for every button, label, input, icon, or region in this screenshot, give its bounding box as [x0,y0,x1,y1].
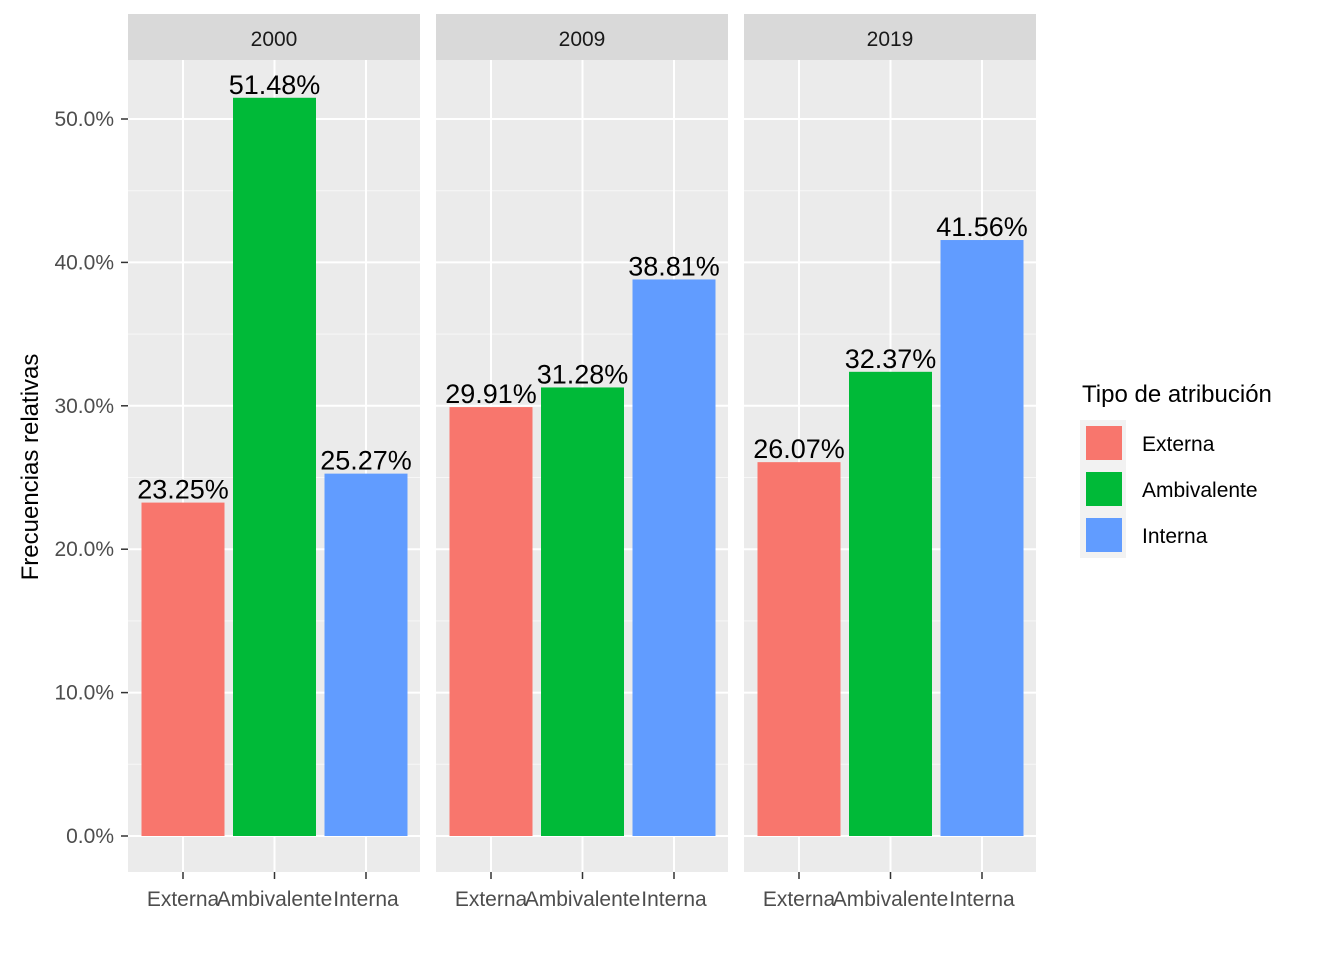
facet-strip [744,14,1036,60]
x-tick-label: Ambivalente [525,888,641,911]
facet-strip [128,14,420,60]
bar-externa [757,462,841,836]
legend-swatch-ambivalente [1086,472,1122,506]
panels: 2000 23.25% Externa 51.48% Ambivalente 25.27%… [128,14,1036,911]
bar-externa [449,407,533,836]
bar-ambivalente [233,97,316,837]
facet-label: 2019 [867,28,914,51]
x-tick-label: Interna [333,888,399,911]
y-axis-title: Frecuencias relativas [17,354,44,581]
x-tick-label: Interna [641,888,707,911]
y-tick-label: 40.0% [54,251,114,274]
x-tick-label: Interna [949,888,1015,911]
x-tick-label: Externa [455,888,528,911]
data-label: 25.27% [320,446,412,476]
panel-2019: 2019 26.07% Externa 32.37% Ambivalente 41.56%… [744,14,1036,911]
legend-title: Tipo de atribución [1082,381,1272,408]
x-tick-label: Ambivalente [833,888,949,911]
legend-label: Interna [1142,525,1208,548]
facet-strip [436,14,728,60]
y-tick-label: 50.0% [54,108,114,131]
y-tick-label: 0.0% [66,825,114,848]
y-tick-label: 20.0% [54,538,114,561]
bar-ambivalente [541,387,624,836]
y-tick-label: 10.0% [54,682,114,705]
y-tick-label: 30.0% [54,395,114,418]
legend-label: Ambivalente [1142,479,1258,502]
data-label: 23.25% [137,475,229,505]
x-tick-label: Ambivalente [217,888,333,911]
x-tick-label: Externa [763,888,836,911]
legend-swatch-interna [1086,518,1122,552]
panel-2009: 2009 29.91% Externa 31.28% Ambivalente 38.81%… [436,14,728,911]
data-label: 38.81% [628,251,720,281]
bar-externa [141,502,225,836]
data-label: 51.48% [229,70,321,100]
data-label: 41.56% [936,212,1028,242]
data-label: 32.37% [845,344,937,374]
legend-swatch-externa [1086,426,1122,460]
data-label: 31.28% [537,359,629,389]
bar-ambivalente [849,371,932,836]
facet-label: 2009 [559,28,606,51]
legend-label: Externa [1142,433,1215,456]
bar-interna [632,279,716,836]
data-label: 29.91% [445,379,537,409]
y-axis: 0.0% 10.0% 20.0% 30.0% 40.0% 50.0% [54,108,128,848]
bar-interna [324,473,408,836]
legend: Tipo de atribución Externa Ambivalente Int… [1080,381,1272,558]
x-tick-label: Externa [147,888,220,911]
data-label: 26.07% [753,434,845,464]
panel-2000: 2000 23.25% Externa 51.48% Ambivalente 25.27%… [128,14,420,911]
bar-interna [940,240,1024,836]
facet-label: 2000 [251,28,298,51]
